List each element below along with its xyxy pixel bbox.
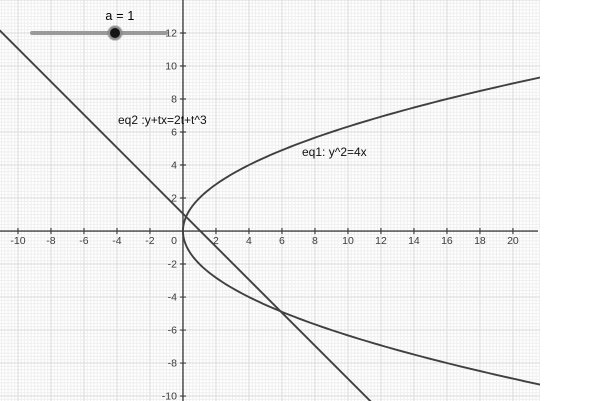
axis-tick-label: -4 xyxy=(112,235,121,247)
axis-tick-label: -10 xyxy=(10,235,25,247)
slider-a-track[interactable] xyxy=(30,31,168,35)
eq2-curve[interactable] xyxy=(0,29,540,401)
axis-tick-label: 8 xyxy=(171,94,177,106)
axis-tick-label: 6 xyxy=(279,235,285,247)
axis-tick-marks xyxy=(17,32,514,397)
axis-tick-label: 18 xyxy=(474,235,486,247)
axis-tick-label: 6 xyxy=(171,127,177,139)
axis-tick-label: 0 xyxy=(171,235,177,247)
axis-tick-label: -10 xyxy=(162,391,177,401)
axis-tick-label: 8 xyxy=(312,235,318,247)
axis-tick-label: -4 xyxy=(168,292,177,304)
axis-tick-label: 12 xyxy=(165,28,177,40)
axis-tick-label: -2 xyxy=(145,235,154,247)
axis-tick-label: 20 xyxy=(507,235,519,247)
axis-tick-label: 14 xyxy=(408,235,420,247)
axis-tick-label: 2 xyxy=(171,193,177,205)
axis-tick-label: 4 xyxy=(171,160,177,172)
axis-tick-label: 10 xyxy=(342,235,354,247)
axis-tick-label: -6 xyxy=(168,325,177,337)
axis-tick-label: -6 xyxy=(79,235,88,247)
axis-tick-label: 4 xyxy=(246,235,252,247)
eq1-curve-label[interactable]: eq1: y^2=4x xyxy=(302,145,367,159)
eq2-curve-label[interactable]: eq2 :y+tx=2t+t^3 xyxy=(118,113,207,127)
eq1-curve[interactable] xyxy=(182,74,556,388)
axis-tick-label: -2 xyxy=(168,259,177,271)
grid-minor xyxy=(0,0,540,401)
axis-tick-label: 2 xyxy=(213,235,219,247)
slider-a-label: a = 1 xyxy=(105,9,135,23)
axis-tick-label: 16 xyxy=(441,235,453,247)
axis-tick-label: 12 xyxy=(375,235,387,247)
axis-tick-label: 10 xyxy=(165,61,177,73)
grid-major xyxy=(0,0,540,401)
axis-tick-label: -8 xyxy=(168,358,177,370)
axis-tick-label: -8 xyxy=(46,235,55,247)
slider-a-knob[interactable] xyxy=(108,26,122,40)
